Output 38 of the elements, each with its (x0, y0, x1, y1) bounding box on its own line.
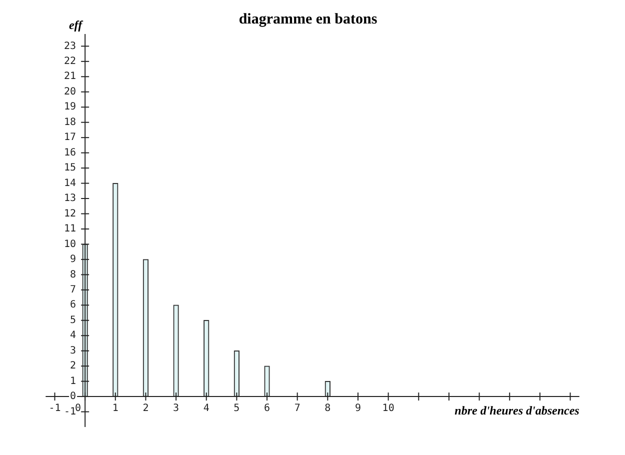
x-tick-label: 5 (234, 403, 240, 414)
y-tick-label: 13 (64, 193, 76, 204)
y-tick-label: 8 (70, 269, 76, 280)
y-tick-label: 19 (64, 102, 76, 113)
y-axis-title: eff (68, 18, 84, 32)
y-tick-label: 23 (64, 40, 76, 52)
x-tick-label: -1 (48, 403, 61, 414)
x-tick-label: 9 (354, 403, 361, 414)
y-tick-label: 20 (64, 86, 76, 98)
y-tick-label: 6 (70, 300, 76, 311)
x-tick-label: 8 (324, 403, 331, 414)
y-tick-label: 18 (64, 116, 76, 128)
y-tick-label: 2 (70, 360, 76, 372)
x-tick-label: 1 (112, 403, 118, 414)
x-tick-label: 6 (264, 403, 270, 414)
x-tick-label: 7 (294, 403, 300, 414)
y-tick-label: 0 (70, 391, 76, 402)
x-axis-title: nbre d'heures d'absences (454, 404, 580, 418)
x-tick-label: 2 (142, 403, 149, 414)
y-tick-label: 9 (70, 254, 76, 266)
x-tick-label: 3 (173, 403, 180, 414)
y-tick-label: 22 (64, 56, 76, 68)
x-tick-label: 4 (203, 403, 210, 414)
y-tick-label: 12 (64, 208, 76, 220)
y-tick-label: 11 (64, 224, 76, 235)
x-tick-label: 10 (382, 403, 394, 414)
y-tick-label: 15 (64, 162, 76, 174)
y-tick-label: 3 (70, 345, 76, 356)
y-tick-label: 1 (70, 376, 76, 387)
y-tick-label: 5 (70, 314, 76, 326)
y-tick-label: 16 (64, 147, 76, 158)
y-tick-label: 17 (64, 132, 76, 144)
y-tick-label: 4 (70, 330, 76, 342)
chart-title: diagramme en batons (238, 11, 378, 28)
y-tick-label: 10 (64, 238, 76, 250)
y-tick-label: 7 (70, 284, 76, 296)
y-tick-label: 14 (64, 178, 76, 189)
y-tick-label: 21 (64, 71, 76, 82)
